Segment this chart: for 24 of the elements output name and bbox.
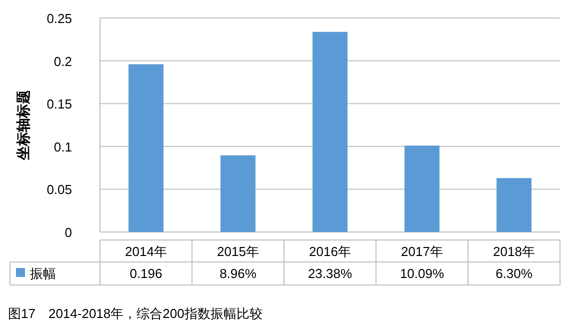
bar [128, 64, 164, 232]
bar [312, 32, 348, 232]
y-tick-label: 0.05 [46, 182, 72, 198]
data-label: 23.38% [308, 266, 352, 281]
y-tick-label: 0.25 [46, 11, 72, 26]
y-axis-title: 坐标轴标题 [15, 90, 31, 161]
y-tick-label: 0.15 [46, 96, 72, 112]
y-tick-label: 0 [64, 225, 72, 240]
y-tick-label: 0.2 [54, 54, 72, 69]
x-tick-label: 2015年 [217, 244, 259, 259]
bar [220, 155, 256, 232]
y-tick-label: 0.1 [54, 139, 72, 154]
data-label: 8.96% [220, 266, 257, 281]
legend-label: 振幅 [30, 266, 56, 281]
x-tick-label: 2014年 [125, 244, 167, 259]
bar [496, 178, 532, 232]
data-label: 10.09% [400, 266, 444, 281]
data-label: 0.196 [130, 266, 162, 281]
x-tick-label: 2016年 [309, 244, 351, 259]
caption: 图17 2014-2018年，综合200指数振幅比较 [8, 306, 262, 321]
x-tick-label: 2018年 [493, 244, 535, 259]
x-tick-label: 2017年 [401, 244, 443, 259]
bar [404, 146, 440, 232]
data-label: 6.30% [496, 266, 533, 281]
